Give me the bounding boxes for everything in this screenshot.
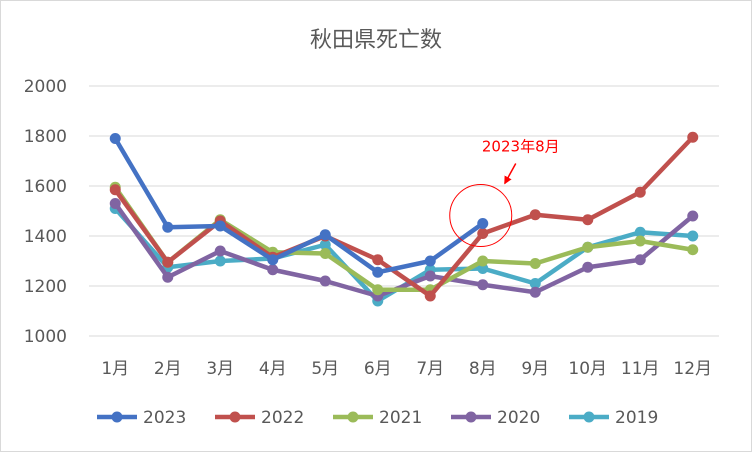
data-point	[477, 218, 489, 229]
series-line	[113, 136, 485, 275]
data-point	[687, 230, 699, 242]
legend-swatch-marker	[465, 411, 477, 423]
x-tick-label: 2月	[154, 359, 182, 379]
data-point	[477, 279, 489, 291]
x-tick-label: 1月	[101, 359, 129, 379]
y-axis-ticks: 1000 1200 1400 1600 1800 2000	[24, 77, 67, 347]
series-2022	[109, 131, 699, 302]
y-tick-label: 2000	[24, 77, 67, 97]
data-point	[214, 220, 226, 232]
legend-item-2019: 2019	[569, 408, 658, 428]
x-axis-ticks: 1月 2月 3月 4月 5月 6月 7月 8月 9月 10月 11月 12月	[101, 359, 712, 379]
data-point	[319, 239, 331, 251]
data-point	[529, 286, 541, 298]
legend-item-2020: 2020	[451, 408, 540, 428]
x-tick-label: 7月	[416, 359, 444, 379]
data-point	[634, 186, 646, 198]
legend-swatch-marker	[347, 411, 359, 423]
data-point	[529, 258, 541, 269]
series-2020	[109, 198, 699, 302]
data-point	[319, 275, 331, 287]
annotation-label: 2023年8月	[482, 138, 560, 156]
data-point	[319, 248, 331, 259]
data-point	[687, 244, 699, 256]
data-point	[267, 264, 279, 276]
data-point	[582, 261, 594, 273]
y-tick-label: 1800	[24, 127, 67, 147]
x-tick-label: 6月	[364, 359, 392, 379]
data-point	[687, 210, 699, 222]
legend-label: 2021	[379, 408, 422, 428]
x-tick-label: 8月	[469, 359, 497, 379]
x-tick-label: 3月	[206, 359, 234, 379]
y-tick-label: 1400	[24, 227, 67, 247]
x-tick-label: 11月	[621, 359, 660, 379]
data-point	[424, 290, 436, 302]
series-line	[113, 135, 695, 299]
data-point	[267, 254, 279, 266]
gridlines	[89, 85, 719, 337]
data-point	[424, 255, 436, 267]
data-point	[214, 245, 226, 257]
series-group	[109, 131, 699, 307]
data-point	[109, 133, 121, 144]
legend-label: 2019	[615, 408, 658, 428]
annotation: 2023年8月	[449, 138, 560, 247]
legend-item-2023: 2023	[97, 408, 186, 428]
data-point	[162, 221, 174, 233]
data-point	[319, 229, 331, 241]
data-point	[372, 284, 384, 296]
y-tick-label: 1600	[24, 177, 67, 197]
data-point	[109, 184, 121, 196]
x-tick-label: 9月	[521, 359, 549, 379]
legend-label: 2020	[497, 408, 540, 428]
data-point	[529, 278, 541, 289]
data-point	[372, 254, 384, 266]
data-point	[529, 209, 541, 221]
data-point	[477, 255, 489, 267]
annotation-arrow	[504, 163, 517, 185]
chart-title: 秋田県死亡数	[310, 28, 442, 53]
legend-item-2022: 2022	[215, 408, 304, 428]
data-point	[424, 270, 436, 282]
series-line	[113, 201, 695, 299]
data-point	[634, 254, 646, 266]
data-point	[477, 228, 489, 239]
legend-swatch-marker	[229, 411, 241, 423]
legend-swatch-marker	[111, 411, 123, 423]
legend-label: 2023	[143, 408, 186, 428]
y-tick-label: 1000	[24, 327, 67, 347]
x-tick-label: 10月	[568, 359, 607, 379]
data-point	[582, 214, 594, 226]
data-point	[634, 226, 646, 238]
series-line	[113, 185, 695, 292]
data-point	[687, 131, 699, 143]
data-point	[582, 241, 594, 253]
data-point	[214, 255, 226, 267]
data-point	[109, 198, 121, 209]
data-point	[634, 235, 646, 247]
annotation-circle	[449, 184, 513, 247]
x-tick-label: 5月	[311, 359, 339, 379]
y-tick-label: 1200	[24, 277, 67, 297]
legend: 2023 2022 2021 2020 2019	[97, 408, 658, 428]
data-point	[372, 266, 384, 278]
data-point	[162, 256, 174, 268]
legend-label: 2022	[261, 408, 304, 428]
data-point	[162, 271, 174, 283]
series-2023	[109, 133, 489, 278]
legend-swatch-marker	[583, 411, 595, 423]
x-tick-label: 4月	[259, 359, 287, 379]
x-tick-label: 12月	[673, 359, 712, 379]
legend-item-2021: 2021	[333, 408, 422, 428]
